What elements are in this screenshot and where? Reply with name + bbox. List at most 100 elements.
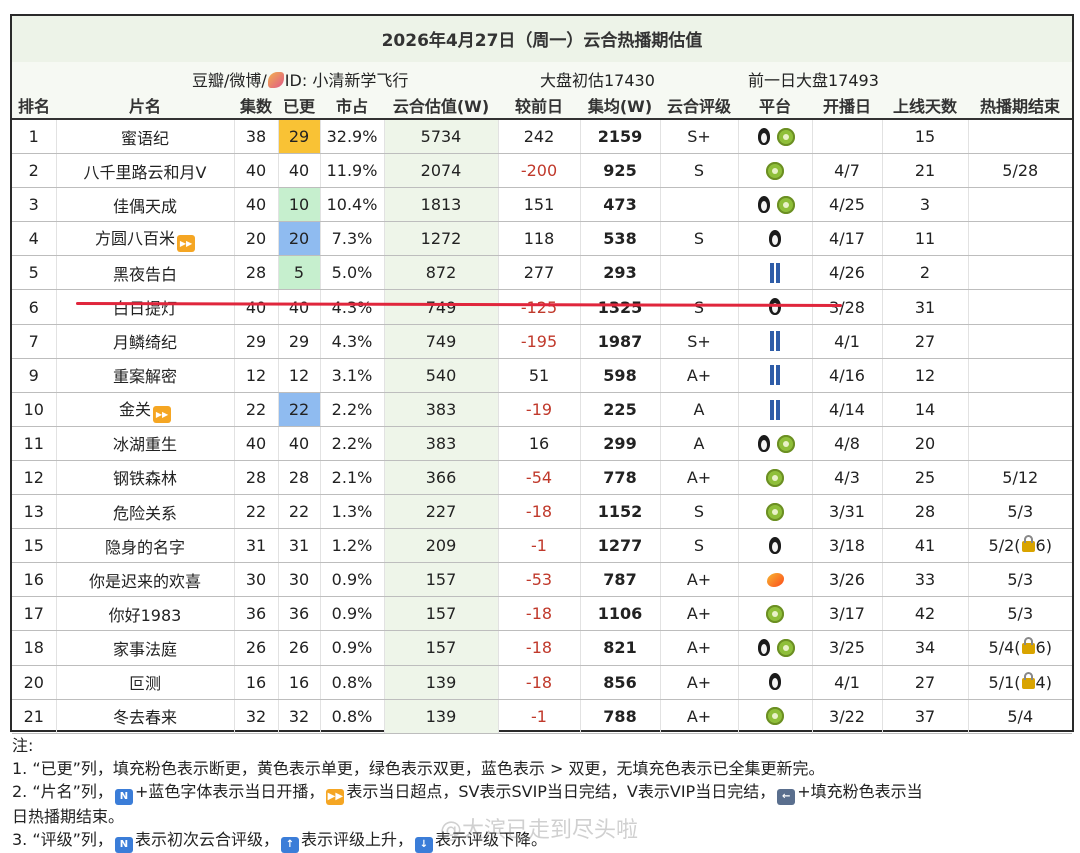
title-cell: 黑夜告白 (55, 255, 234, 291)
days-online-cell: 28 (881, 494, 968, 530)
drama-title: 隐身的名字 (104, 537, 185, 557)
table-row: 12 钢铁森林 28 28 2.1% 366 -54 778 A+ 4/3 25 5/12 (12, 460, 1072, 496)
table-row: 11 冰湖重生 40 40 2.2% 383 16 299 A 4/8 20 (12, 426, 1072, 461)
rank-cell: 6 (12, 289, 56, 325)
column-header: 云合估值(W) (384, 92, 498, 120)
table-row: 16 你是迟来的欢喜 30 30 0.9% 157 -53 787 A+ 3/26 33 5/3 (12, 562, 1072, 598)
share-cell: 7.3% (319, 221, 384, 257)
note-2-part: 表示当日超点，SV表示SVIP当日完结，V表示VIP当日完结， (346, 782, 776, 801)
page-title: 2026年4月27日（周一）云合热播期估值 (381, 31, 703, 51)
episodes-cell: 40 (233, 153, 278, 189)
note-1: 1. “已更”列，填充粉色表示断更，黄色表示单更，绿色表示双更，蓝色表示 > 双… (12, 759, 825, 778)
source-credit: 豆瓣/微博/ID: 小清新学飞行 (192, 67, 408, 91)
notes-heading: 注: (12, 736, 34, 755)
kiwi-icon (765, 706, 785, 726)
column-header: 已更 (278, 92, 320, 120)
drama-title: 佳偶天成 (112, 196, 177, 216)
penguin-icon (765, 536, 785, 556)
title-cell: 你是迟来的欢喜 (55, 562, 234, 598)
fast-forward-icon: ▶▶ (153, 405, 171, 423)
updated-cell: 29 (277, 324, 320, 359)
title-cell: 重案解密 (55, 358, 234, 393)
days-online-cell: 14 (881, 392, 968, 427)
column-header: 市占 (320, 92, 384, 120)
table-row: 4 方圆八百米 ▶▶ 20 20 7.3% 1272 118 538 S 4/17 11 (12, 221, 1072, 257)
change-cell: -1 (497, 528, 580, 564)
start-date-cell: 4/1 (811, 324, 882, 359)
average-cell: 299 (579, 426, 660, 461)
share-cell: 5.0% (319, 255, 384, 291)
drama-title: 八千里路云和月V (83, 162, 207, 182)
episodes-cell: 29 (233, 324, 278, 359)
estimate-cell: 383 (383, 392, 498, 427)
change-cell: -200 (497, 153, 580, 189)
start-date-cell: 3/17 (811, 596, 882, 632)
column-header: 较前日 (498, 92, 580, 120)
table-row: 7 月鳞绮纪 29 29 4.3% 749 -195 1987 S+ 4/1 27 (12, 324, 1072, 359)
drama-title: 冬去春来 (112, 708, 177, 728)
title-cell: 方圆八百米 ▶▶ (55, 221, 234, 257)
lock-icon (1021, 637, 1035, 655)
updated-cell: 40 (277, 426, 320, 461)
episodes-cell: 22 (233, 494, 278, 530)
kiwi-icon (776, 638, 796, 658)
share-cell: 4.3% (319, 324, 384, 359)
updated-cell: 36 (277, 596, 320, 632)
sweet-potato-icon (267, 72, 284, 88)
change-cell: 151 (497, 187, 580, 223)
note-3-part: 表示初次云合评级， (134, 830, 279, 849)
platform-cell (737, 324, 812, 359)
end-date-cell (967, 255, 1072, 291)
average-cell: 225 (579, 392, 660, 427)
days-online-cell: 27 (881, 665, 968, 700)
platform-cell (737, 221, 812, 257)
jeans-icon (765, 263, 785, 284)
start-date-cell: 4/1 (811, 665, 882, 700)
end-date-cell (967, 392, 1072, 427)
penguin-icon (754, 127, 774, 147)
drama-title: 月鳞绮纪 (112, 333, 177, 353)
estimate-cell: 749 (383, 289, 498, 325)
start-date-cell: 3/31 (811, 494, 882, 530)
platform-cell (737, 392, 812, 427)
title-cell: 叵测 (55, 665, 234, 700)
average-cell: 1987 (579, 324, 660, 359)
episodes-cell: 32 (233, 699, 278, 734)
average-cell: 1106 (579, 596, 660, 632)
episodes-cell: 28 (233, 460, 278, 496)
episodes-cell: 16 (233, 665, 278, 700)
title-cell: 白日提灯 (55, 289, 234, 325)
column-header: 开播日 (812, 92, 882, 120)
title-cell: 月鳞绮纪 (55, 324, 234, 359)
table-row: 3 佳偶天成 40 10 10.4% 1813 151 473 4/25 3 (12, 187, 1072, 223)
end-date-cell (967, 289, 1072, 325)
share-cell: 0.9% (319, 562, 384, 598)
estimate-cell: 383 (383, 426, 498, 461)
updated-cell: 29 (277, 119, 320, 155)
end-date: 5/3 (1007, 570, 1034, 590)
note-2-part: +蓝色字体表示当日开播， (134, 782, 325, 801)
days-online-cell: 3 (881, 187, 968, 223)
platform-cell (737, 153, 812, 189)
average-cell: 1152 (579, 494, 660, 530)
updated-cell: 32 (277, 699, 320, 734)
average-cell: 598 (579, 358, 660, 393)
days-online-cell: 31 (881, 289, 968, 325)
start-date-cell: 4/3 (811, 460, 882, 496)
share-cell: 2.2% (319, 426, 384, 461)
rating-cell: S (659, 528, 738, 564)
rank-cell: 2 (12, 153, 56, 189)
rating-cell: A+ (659, 460, 738, 496)
rank-cell: 13 (12, 494, 56, 530)
change-cell: -18 (497, 494, 580, 530)
column-header: 集均(W) (580, 92, 660, 120)
drama-title: 冰湖重生 (112, 435, 177, 455)
source-prefix: 豆瓣/微博/ (192, 71, 267, 90)
table-row: 20 叵测 16 16 0.8% 139 -18 856 A+ 4/1 27 5/1(4) (12, 665, 1072, 700)
average-cell: 538 (579, 221, 660, 257)
end-date-cell: 5/3 (967, 596, 1072, 632)
column-header: 上线天数 (882, 92, 968, 120)
rank-cell: 16 (12, 562, 56, 598)
days-online-cell: 41 (881, 528, 968, 564)
title-bar: 2026年4月27日（周一）云合热播期估值 (12, 16, 1072, 63)
